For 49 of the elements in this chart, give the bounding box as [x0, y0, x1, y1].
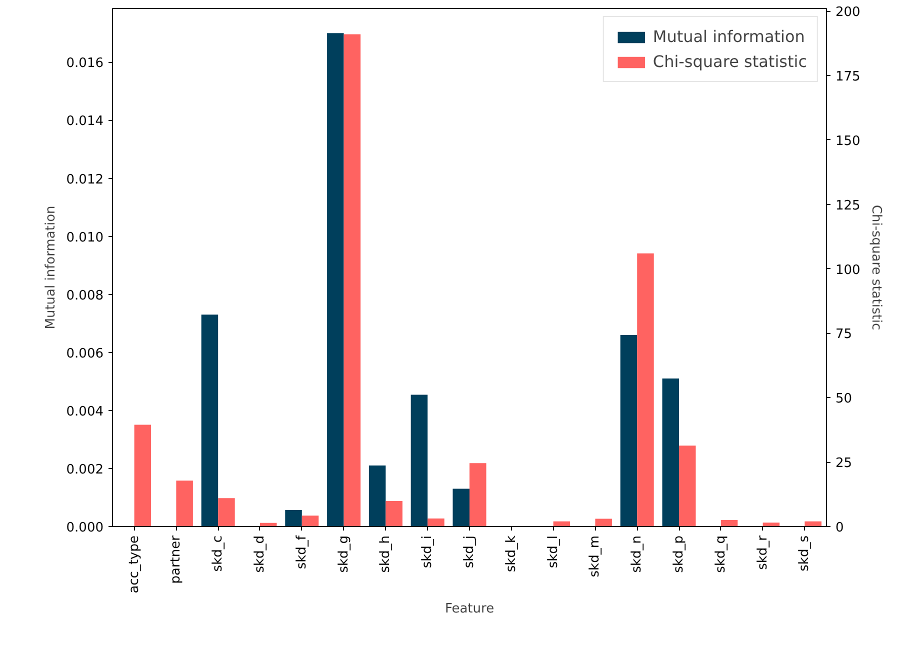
- x-tick-label: skd_q: [713, 535, 728, 573]
- x-tick-label: acc_type: [126, 535, 142, 594]
- x-tick-label: skd_k: [504, 535, 519, 572]
- bar: [218, 498, 235, 526]
- bar: [176, 480, 193, 526]
- legend-label: Chi-square statistic: [652, 52, 807, 71]
- y-tick-label: 0.004: [66, 404, 104, 420]
- y-tick-label: 0.008: [66, 288, 104, 304]
- x-tick-label: skd_n: [630, 535, 645, 573]
- y-tick-label: 0.014: [66, 114, 104, 130]
- bar: [595, 518, 612, 526]
- x-tick-label: skd_h: [378, 535, 394, 573]
- y2-tick-label: 25: [836, 456, 852, 472]
- y2-tick-label: 50: [836, 392, 852, 407]
- bar: [720, 520, 738, 526]
- y2-tick-label: 175: [836, 70, 860, 85]
- y-tick-label: 0.002: [66, 462, 104, 478]
- bar: [428, 518, 444, 526]
- x-tick-label: skd_c: [210, 535, 226, 572]
- y-tick-label: 0.006: [66, 346, 104, 362]
- x-tick-label: skd_s: [797, 535, 812, 572]
- x-tick-label: skd_p: [672, 535, 687, 573]
- y-axis-title: Mutual information: [43, 206, 58, 330]
- x-tick-label: skd_f: [294, 535, 310, 570]
- bar: [134, 424, 152, 526]
- y-tick-label: 0.010: [66, 230, 104, 246]
- y2-axis-title: Chi-square statistic: [868, 204, 884, 330]
- y2-tick-label: 125: [836, 198, 860, 214]
- x-tick-label: skd_i: [420, 535, 436, 568]
- bar: [368, 466, 386, 526]
- y-tick-label: 0.000: [66, 520, 104, 536]
- x-axis-title: Feature: [444, 601, 494, 616]
- bar: [410, 394, 428, 526]
- x-tick-label: skd_m: [588, 536, 603, 578]
- x-tick-label: partner: [168, 534, 184, 584]
- x-tick-label: skd_j: [462, 535, 477, 568]
- y2-tick-label: 150: [836, 134, 860, 149]
- y-tick-label: 0.012: [66, 172, 104, 188]
- y2-tick-label: 0: [836, 520, 844, 536]
- y2-tick-label: 75: [836, 327, 852, 342]
- x-tick-label: skd_g: [336, 535, 352, 573]
- x-tick-label: skd_d: [252, 535, 268, 573]
- legend-label: Mutual information: [652, 27, 805, 46]
- bar: [201, 314, 218, 526]
- y2-tick-label: 200: [836, 5, 860, 20]
- y2-tick-label: 100: [836, 262, 860, 278]
- y-tick-label: 0.016: [66, 56, 104, 72]
- x-tick-label: skd_r: [755, 534, 770, 570]
- x-tick-label: skd_l: [546, 535, 561, 568]
